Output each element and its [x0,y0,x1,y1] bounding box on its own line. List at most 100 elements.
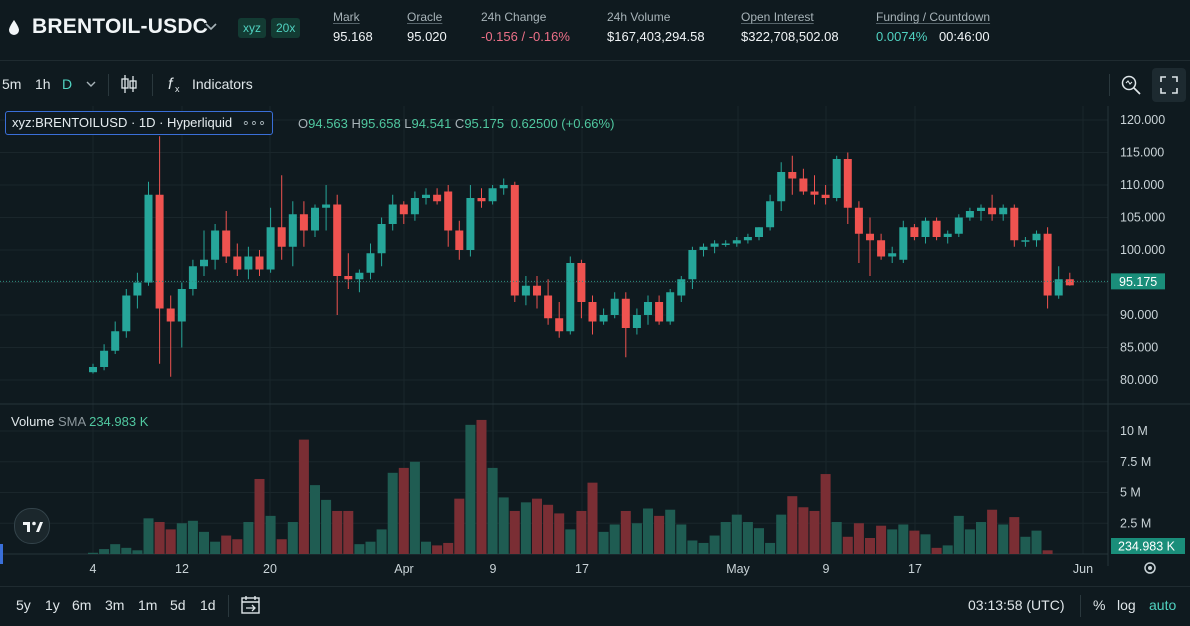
market-header: BRENTOIL-USDC xyz 20x Mark 95.168 Oracle… [0,0,1190,61]
price-tick-label: 120.000 [1120,113,1165,127]
ohlc-values: O94.563 H95.658 L94.541 C95.175 0.62500 … [298,116,614,131]
interval-1h[interactable]: 1h [35,76,51,92]
candle-body [766,201,775,228]
stat-value: $167,403,294.58 [607,29,705,44]
interval-5m[interactable]: 5m [2,76,22,92]
log-toggle[interactable]: log [1117,597,1136,613]
volume-bar [798,507,809,554]
funding-rate: 0.0074% [876,29,928,44]
candle-body [821,194,830,198]
chevron-down-icon[interactable] [86,80,96,88]
volume-bar [987,509,998,554]
candle-body [843,159,852,208]
time-tick-label: 17 [908,562,922,576]
toolbar-divider [1109,74,1110,96]
volume-bar [543,504,554,554]
volume-bar [765,542,776,554]
percent-toggle[interactable]: % [1093,597,1106,613]
price-chart[interactable]: 120.000115.000110.000105.000100.00095.00… [0,106,1190,586]
fullscreen-button[interactable] [1152,68,1186,102]
volume-bar [742,522,753,554]
utc-clock[interactable]: 03:13:58 (UTC) [968,597,1065,613]
toolbar-divider [152,74,153,96]
chevron-down-icon[interactable] [204,20,218,34]
high-value: 95.658 [360,116,401,131]
volume-bar [731,514,742,554]
candle-body [799,178,808,192]
candle-body [533,285,541,296]
leverage-badge: 20x [271,18,301,38]
candle-body [155,194,164,309]
candle-body [1010,207,1019,241]
candle-body [599,315,608,322]
candles-icon[interactable] [120,74,138,94]
stat-label[interactable]: Funding / Countdown [876,10,991,24]
candle-body [244,256,253,270]
date-range-icon[interactable] [240,594,262,616]
stat-label[interactable]: Mark [333,10,360,24]
candle-body [788,172,797,179]
volume-bar [520,502,531,554]
stat-label[interactable]: Open Interest [741,10,814,24]
settings-icon[interactable] [1144,562,1156,574]
candle-body [721,243,730,245]
candle-body [444,191,453,231]
market-symbol[interactable]: BRENTOIL-USDC [32,15,209,38]
candle-body [122,295,131,332]
volume-bar [276,539,287,554]
volume-bar [343,510,354,554]
volume-bar [1020,536,1031,554]
candle-body [200,259,208,267]
volume-bar [354,544,365,554]
volume-bar [398,467,409,554]
volume-bar [287,522,298,554]
range-3m[interactable]: 3m [105,597,125,613]
volume-bar [498,497,509,554]
range-5y[interactable]: 5y [16,597,31,613]
candle-body [699,246,708,250]
zoom-search-icon[interactable] [1120,74,1142,96]
candle-body [322,204,331,208]
time-tick-label: 12 [175,562,189,576]
candle-body [410,198,419,215]
volume-bar [665,509,676,554]
stat-value: $322,708,502.08 [741,29,839,44]
volume-bar [154,522,165,554]
volume-bar [365,541,376,554]
more-icon[interactable]: ∘∘∘ [241,115,267,130]
auto-toggle[interactable]: auto [1149,597,1177,613]
symbol-legend[interactable]: xyz:BRENTOILUSD · 1D · Hyperliquid ∘∘∘ [5,111,274,135]
range-6m[interactable]: 6m [72,597,92,613]
interval-d[interactable]: D [62,76,73,92]
gear-ring [1144,562,1156,574]
low-value: 94.541 [411,116,452,131]
indicators-button[interactable]: Indicators [192,76,253,92]
candle-body [1043,233,1052,296]
volume-bar [643,508,653,554]
candle-body [1054,279,1063,296]
candle-body [732,240,741,244]
volume-value: 234.983 K [89,414,149,429]
range-5d[interactable]: 5d [170,597,186,613]
function-icon[interactable]: f x [166,74,186,94]
candle-body [965,211,974,218]
volume-bar [576,510,587,554]
tradingview-logo[interactable] [14,508,50,544]
range-1d[interactable]: 1d [200,597,216,613]
left-edge-marker [0,544,3,564]
time-tick-label: 17 [575,562,589,576]
range-1y[interactable]: 1y [45,597,60,613]
volume-bar [265,515,276,554]
stat-label[interactable]: Oracle [407,10,443,24]
range-1m[interactable]: 1m [138,597,158,613]
stat-oracle: Oracle 95.020 [407,10,447,44]
volume-bar [976,522,986,554]
volume-bar [942,545,953,554]
low-key: L [404,116,412,131]
volume-bar [210,541,221,554]
candle-body [988,207,997,215]
toolbar-divider [108,74,109,96]
candle-body [344,276,353,280]
volume-label: Volume [11,414,55,429]
volume-tick-label: 2.5 M [1120,516,1151,530]
